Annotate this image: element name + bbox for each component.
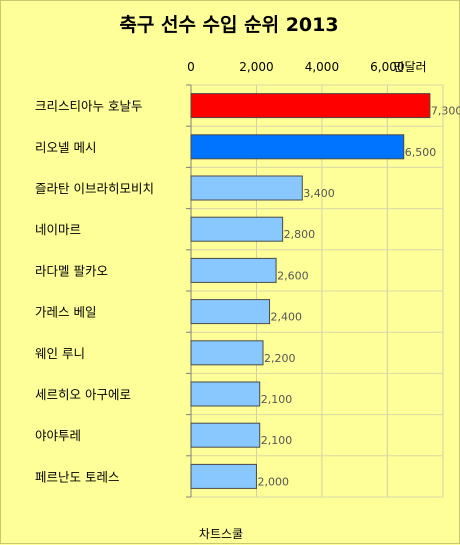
category-label: 크리스티아누 호날두	[35, 99, 142, 114]
value-label: 2,600	[277, 269, 309, 282]
category-label: 페르난도 토레스	[35, 469, 119, 484]
source-label: 차트스쿨	[199, 527, 243, 541]
value-label: 3,400	[303, 187, 335, 200]
category-label: 리오넬 메시	[35, 140, 96, 155]
category-label: 가레스 베일	[35, 305, 96, 320]
unit-label: 만달러	[393, 60, 426, 74]
bar	[190, 257, 277, 283]
value-label: 6,500	[405, 146, 437, 159]
chart-title: 축구 선수 수입 순위 2013	[119, 14, 338, 36]
category-label: 웨인 루니	[35, 346, 85, 361]
x-tick-label: 0	[187, 60, 195, 74]
bar	[190, 340, 264, 366]
category-label: 야야투레	[35, 428, 81, 443]
value-label: 2,200	[264, 352, 296, 365]
value-label: 2,100	[261, 393, 293, 406]
value-label: 2,100	[261, 434, 293, 447]
value-label: 2,800	[284, 228, 316, 241]
value-label: 7,300	[431, 105, 460, 118]
bar	[190, 134, 405, 160]
x-tick-label: 2,000	[239, 60, 273, 74]
bar	[190, 216, 284, 242]
bar	[190, 93, 431, 119]
bar	[190, 422, 261, 448]
value-label: 2,400	[271, 311, 303, 324]
category-label: 네이마르	[35, 222, 81, 237]
bar	[190, 175, 303, 201]
x-tick-label: 4,000	[305, 60, 339, 74]
bar	[190, 463, 257, 489]
bar	[190, 299, 271, 325]
value-label: 2,000	[257, 475, 289, 488]
category-label: 라다멜 팔카오	[35, 263, 108, 278]
x-tick-label: 6,000	[370, 60, 404, 74]
category-label: 즐라탄 이브라히모비치	[35, 181, 154, 196]
category-label: 세르히오 아구에로	[35, 387, 131, 402]
bar	[190, 381, 261, 407]
